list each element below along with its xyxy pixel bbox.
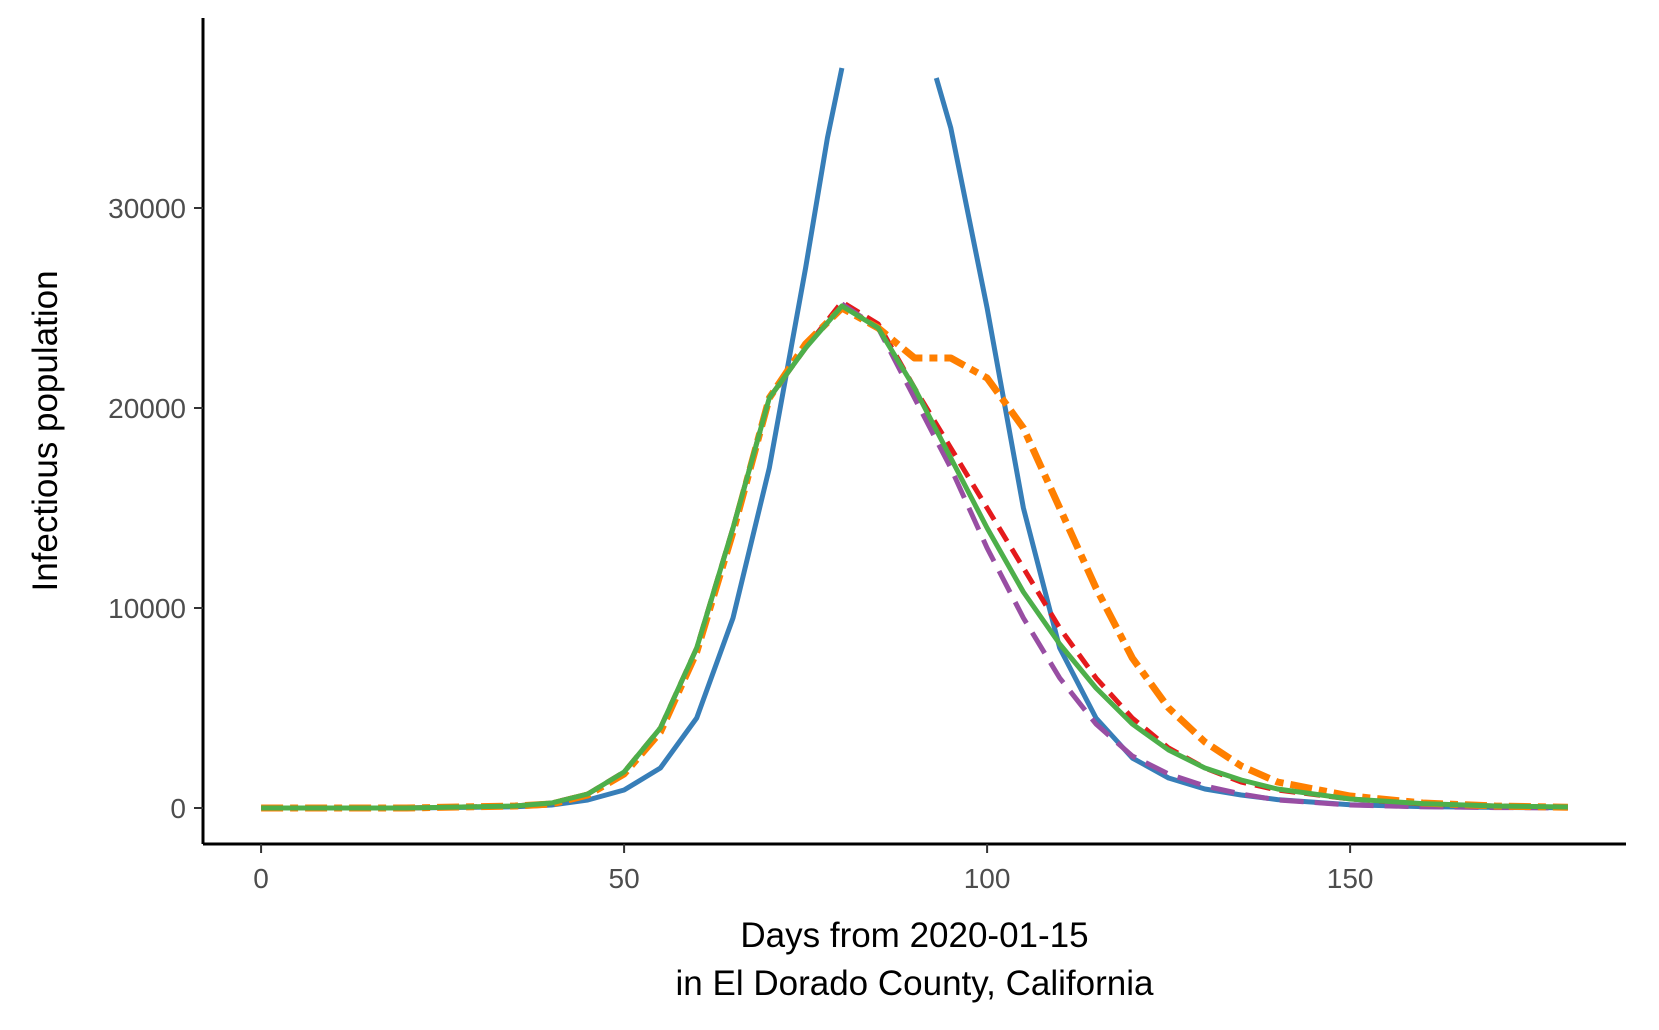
x-tick-label: 100 [964,863,1011,894]
x-tick-label: 150 [1327,863,1374,894]
x-tick-label: 50 [609,863,640,894]
y-tick-label: 30000 [108,193,186,224]
series-1-line-segment-1 [261,67,845,811]
x-axis-title-line-2: in El Dorado County, California [676,964,1154,1003]
y-axis-ticks: 0 10000 20000 30000 [108,193,203,824]
y-tick-label: 20000 [108,393,186,424]
plot-series-group [261,67,1568,812]
x-axis-ticks: 0 50 100 150 [253,844,1373,894]
x-tick-label: 0 [253,863,269,894]
y-tick-label: 0 [170,793,186,824]
series-4-line [261,304,1568,812]
series-2-line [261,299,1568,811]
series-5-line [261,303,1568,811]
y-tick-label: 10000 [108,593,186,624]
x-axis-title-line-1: Days from 2020-01-15 [740,916,1088,955]
y-axis-title: Infectious population [26,270,65,591]
series-1-line-segment-2 [933,77,1568,811]
series-3-line [840,301,1568,811]
